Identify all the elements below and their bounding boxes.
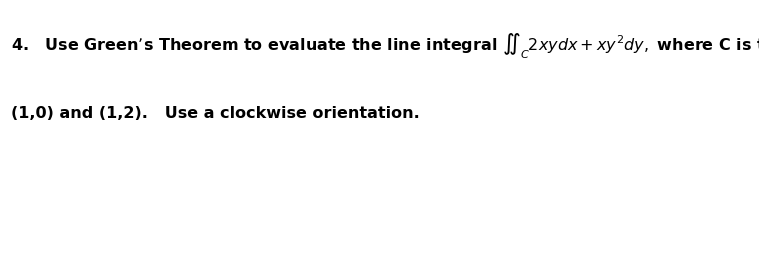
Text: 4.   Use Green’s Theorem to evaluate the line integral $\iint_C 2xydx+xy^2dy,$ w: 4. Use Green’s Theorem to evaluate the l… (11, 32, 759, 61)
Text: (1,0) and (1,2).   Use a clockwise orientation.: (1,0) and (1,2). Use a clockwise orienta… (11, 106, 420, 121)
